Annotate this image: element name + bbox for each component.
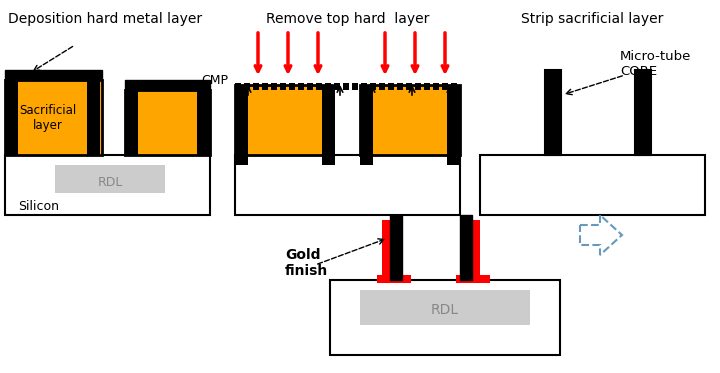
- Text: Strip sacrificial layer: Strip sacrificial layer: [521, 12, 663, 26]
- Bar: [5, 70, 102, 80]
- Bar: [316, 83, 322, 90]
- Bar: [235, 83, 241, 90]
- Text: Gold
finish: Gold finish: [285, 248, 328, 278]
- Bar: [5, 80, 102, 155]
- Bar: [197, 80, 210, 155]
- Text: Remove top hard  layer: Remove top hard layer: [266, 12, 430, 26]
- Bar: [370, 83, 376, 90]
- Bar: [325, 83, 331, 90]
- Bar: [424, 83, 430, 90]
- Bar: [298, 83, 304, 90]
- Text: Silicon: Silicon: [18, 201, 59, 213]
- Bar: [271, 83, 277, 90]
- Text: Sacrificial
layer: Sacrificial layer: [19, 104, 76, 132]
- Bar: [406, 83, 412, 90]
- Bar: [125, 90, 210, 155]
- Bar: [360, 85, 373, 165]
- Bar: [470, 220, 480, 280]
- Bar: [382, 220, 392, 280]
- Text: CMP: CMP: [201, 73, 228, 87]
- Bar: [390, 215, 402, 280]
- Bar: [280, 83, 286, 90]
- Bar: [55, 165, 165, 193]
- Bar: [334, 83, 340, 90]
- Bar: [343, 83, 349, 90]
- Bar: [415, 83, 421, 90]
- Bar: [360, 85, 460, 155]
- Bar: [87, 70, 100, 155]
- Bar: [442, 83, 448, 90]
- Bar: [125, 80, 138, 155]
- Bar: [262, 83, 268, 90]
- Bar: [235, 85, 332, 155]
- Bar: [235, 85, 248, 165]
- Bar: [397, 83, 403, 90]
- Bar: [289, 83, 295, 90]
- Bar: [451, 83, 457, 90]
- Bar: [480, 155, 705, 215]
- Text: Deposition hard metal layer: Deposition hard metal layer: [8, 12, 202, 26]
- Bar: [545, 70, 561, 155]
- Text: RDL: RDL: [431, 303, 459, 317]
- Bar: [388, 83, 394, 90]
- Bar: [456, 275, 490, 283]
- Bar: [235, 155, 460, 215]
- Bar: [244, 83, 250, 90]
- Bar: [330, 280, 560, 355]
- Text: RDL: RDL: [97, 176, 122, 188]
- Bar: [5, 155, 210, 215]
- Bar: [433, 83, 439, 90]
- Bar: [360, 290, 530, 325]
- Bar: [635, 70, 651, 155]
- Text: Micro-tube
CORE: Micro-tube CORE: [620, 50, 691, 78]
- Bar: [447, 85, 460, 165]
- Bar: [361, 83, 367, 90]
- Bar: [377, 275, 411, 283]
- Bar: [352, 83, 358, 90]
- Bar: [307, 83, 313, 90]
- Bar: [379, 83, 385, 90]
- Bar: [322, 85, 335, 165]
- Bar: [253, 83, 259, 90]
- Bar: [125, 80, 210, 90]
- Bar: [5, 70, 18, 155]
- Bar: [460, 215, 472, 280]
